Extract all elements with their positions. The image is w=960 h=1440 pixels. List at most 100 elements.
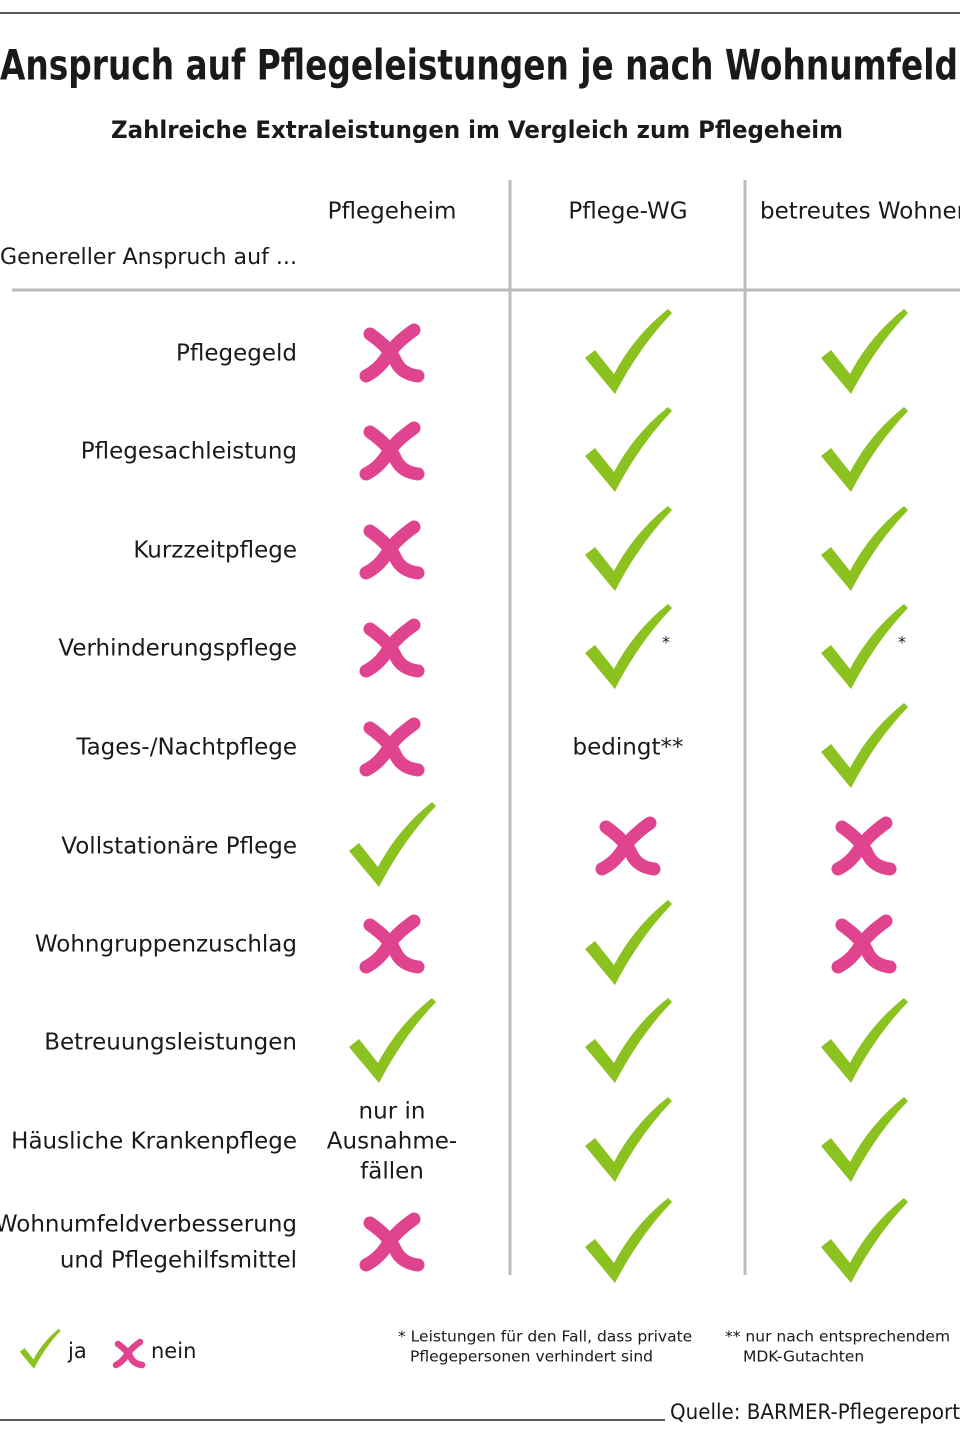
cross-stroke — [359, 1212, 421, 1272]
check-icon — [821, 309, 908, 394]
cross-stroke — [599, 820, 661, 876]
legend-label: ja — [67, 1339, 87, 1363]
legend-label: nein — [151, 1339, 196, 1363]
row-label: Betreuungsleistungen — [44, 1030, 297, 1056]
cross-stroke — [114, 1340, 146, 1369]
cross-icon — [359, 717, 425, 777]
check-shape — [821, 998, 908, 1083]
cross-stroke — [359, 618, 421, 678]
row-label: Pflegesachleistung — [81, 439, 297, 465]
cross-stroke — [112, 1338, 144, 1369]
cross-stroke — [363, 1216, 425, 1272]
check-icon — [821, 1198, 908, 1283]
row-label: Wohngruppenzuschlag — [35, 932, 297, 958]
check-shape — [585, 900, 672, 985]
cross-icon — [112, 1338, 146, 1369]
check-shape — [821, 1198, 908, 1283]
cross-icon — [359, 618, 425, 678]
cross-stroke — [363, 524, 425, 580]
corner-label: Genereller Anspruch auf ... — [0, 245, 297, 270]
cell-text: nur in — [359, 1099, 426, 1125]
cross-icon — [359, 421, 425, 481]
row-label: Pflegegeld — [176, 341, 297, 367]
check-icon — [349, 998, 436, 1083]
cell-text: fällen — [360, 1159, 424, 1185]
check-icon — [821, 407, 908, 492]
check-icon — [585, 407, 672, 492]
footnote: * Leistungen für den Fall, dass private — [398, 1328, 692, 1346]
check-shape — [821, 604, 908, 689]
check-shape — [821, 407, 908, 492]
check-shape — [821, 309, 908, 394]
cross-stroke — [359, 323, 421, 383]
footnote: ** nur nach entsprechendem — [725, 1328, 950, 1346]
cross-icon — [831, 914, 897, 974]
check-icon — [585, 900, 672, 985]
check-shape — [585, 506, 672, 591]
check-icon — [585, 1097, 672, 1182]
cross-stroke — [359, 520, 421, 580]
cell-text: Ausnahme- — [327, 1129, 457, 1155]
cell-note: * — [662, 633, 670, 652]
check-icon — [585, 604, 672, 689]
row-label: Kurzzeitpflege — [133, 538, 297, 564]
check-shape — [349, 802, 436, 887]
check-icon — [821, 506, 908, 591]
check-icon — [821, 1097, 908, 1182]
cross-stroke — [835, 918, 897, 974]
footnote: MDK-Gutachten — [743, 1348, 864, 1366]
row-label: und Pflegehilfsmittel — [60, 1248, 297, 1274]
check-icon — [19, 1328, 61, 1369]
cross-stroke — [363, 425, 425, 481]
cross-stroke — [363, 721, 425, 777]
check-shape — [585, 604, 672, 689]
check-icon — [821, 703, 908, 788]
check-shape — [821, 1097, 908, 1182]
cross-stroke — [831, 914, 893, 974]
row-label: Vollstationäre Pflege — [61, 834, 297, 860]
check-shape — [349, 998, 436, 1083]
cross-stroke — [363, 918, 425, 974]
cross-stroke — [831, 816, 893, 876]
cross-stroke — [835, 820, 897, 876]
check-shape — [585, 407, 672, 492]
cross-icon — [831, 816, 897, 876]
cross-stroke — [359, 421, 421, 481]
check-shape — [585, 1198, 672, 1283]
check-icon — [821, 998, 908, 1083]
cross-icon — [359, 323, 425, 383]
check-shape — [821, 703, 908, 788]
cell-text: bedingt** — [573, 735, 684, 761]
check-icon — [585, 309, 672, 394]
check-icon — [821, 604, 908, 689]
cross-stroke — [359, 717, 421, 777]
check-shape — [585, 1097, 672, 1182]
row-label: Verhinderungspflege — [58, 636, 297, 662]
check-icon — [585, 1198, 672, 1283]
check-shape — [585, 309, 672, 394]
row-label: Tages-/Nachtpflege — [75, 735, 297, 761]
column-header: Pflegeheim — [328, 199, 457, 225]
cross-stroke — [363, 327, 425, 383]
footnote: Pflegepersonen verhindert sind — [410, 1348, 653, 1366]
row-label: Wohnumfeldverbesserung — [0, 1212, 297, 1238]
column-header: betreutes Wohnen — [760, 199, 960, 225]
check-icon — [585, 506, 672, 591]
subtitle: Zahlreiche Extraleistungen im Vergleich … — [111, 116, 843, 144]
check-shape — [585, 998, 672, 1083]
cross-icon — [359, 520, 425, 580]
check-shape — [821, 506, 908, 591]
cross-stroke — [595, 816, 657, 876]
cross-icon — [595, 816, 661, 876]
cell-note: * — [898, 633, 906, 652]
cross-stroke — [363, 622, 425, 678]
cross-icon — [359, 1212, 425, 1272]
title: Anspruch auf Pflegeleistungen je nach Wo… — [0, 41, 958, 90]
check-icon — [585, 998, 672, 1083]
cross-icon — [359, 914, 425, 974]
source: Quelle: BARMER-Pflegereport — [670, 1400, 960, 1424]
row-label: Häusliche Krankenpflege — [11, 1129, 297, 1155]
column-header: Pflege-WG — [568, 199, 687, 225]
check-icon — [349, 802, 436, 887]
